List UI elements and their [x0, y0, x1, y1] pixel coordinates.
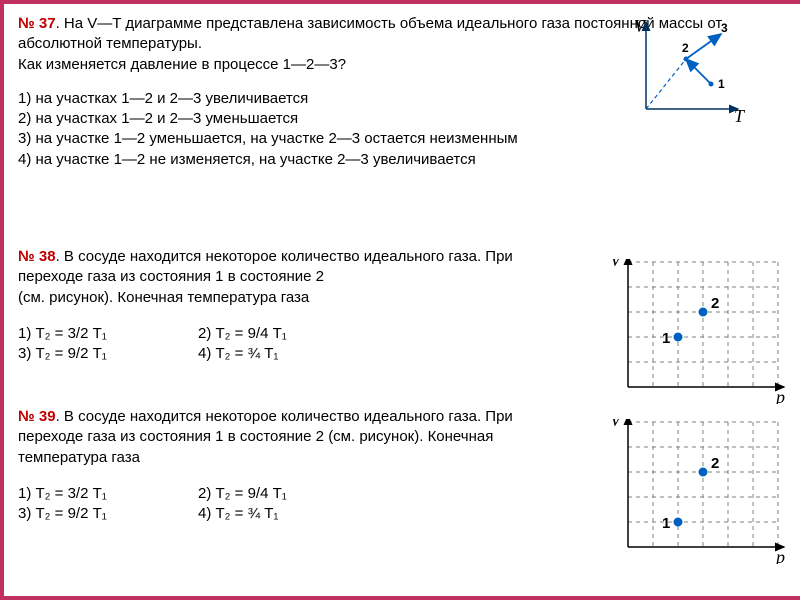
problem-39-a3: 3) Т₂ = 9/2 Т₁ — [18, 504, 198, 524]
svg-text:p: p — [774, 547, 785, 564]
line-2-3 — [686, 34, 721, 59]
problem-38-text2: (см. рисунок). Конечная температура газа — [18, 289, 309, 306]
svg-text:1: 1 — [662, 515, 670, 532]
svg-text:1: 1 — [662, 330, 670, 347]
svg-text:p: p — [774, 387, 785, 404]
svg-text:2: 2 — [711, 295, 719, 312]
problem-39-text: № 39. В сосуде находится некоторое колич… — [18, 407, 568, 468]
point-2 — [684, 57, 689, 62]
problem-37-opt3: 3) на участке 1—2 уменьшается, на участк… — [18, 129, 786, 149]
problem-39-text1: . В сосуде находится некоторое количеств… — [18, 408, 513, 466]
problem-38-text: № 38. В сосуде находится некоторое колич… — [18, 247, 578, 308]
label-1: 1 — [718, 77, 725, 91]
problem-39-a2: 2) Т₂ = 9/4 Т₁ — [198, 484, 378, 504]
problem-37: № 37. На V—T диаграмме представлена зави… — [18, 14, 786, 239]
axis-x-label: T — [734, 106, 746, 124]
problem-38-a3: 3) Т₂ = 9/2 Т₁ — [18, 344, 198, 364]
vp-diagram-39: Vp 1 2 — [600, 419, 790, 564]
vp-diagram-38: Vp 1 2 — [600, 259, 790, 404]
problem-37-num: № 37 — [18, 15, 56, 32]
point-1 — [709, 82, 714, 87]
svg-text:2: 2 — [711, 455, 719, 472]
problem-38-a4: 4) Т₂ = ¾ Т₁ — [198, 344, 378, 364]
problem-38-a2: 2) Т₂ = 9/4 Т₁ — [198, 324, 378, 344]
problem-39-a1: 1) Т₂ = 3/2 Т₁ — [18, 484, 198, 504]
problem-38-text1: . В сосуде находится некоторое количеств… — [18, 248, 513, 285]
page: № 37. На V—T диаграмме представлена зави… — [0, 0, 800, 600]
problem-37-text2: Как изменяется давление в процессе 1—2—3… — [18, 56, 346, 73]
vt-diagram: V T 1 2 3 — [626, 14, 746, 124]
line-1-2 — [686, 59, 711, 84]
problem-39-a4: 4) Т₂ = ¾ Т₁ — [198, 504, 378, 524]
problem-38-num: № 38 — [18, 248, 56, 265]
svg-text:V: V — [610, 259, 623, 270]
axis-y-label: V — [634, 16, 647, 36]
problem-37-opt4: 4) на участке 1—2 не изменяется, на учас… — [18, 150, 786, 170]
svg-text:V: V — [610, 419, 623, 430]
problem-37-text1: . На V—T диаграмме представлена зависимо… — [18, 15, 722, 52]
problem-38-a1: 1) Т₂ = 3/2 Т₁ — [18, 324, 198, 344]
problem-39-num: № 39 — [18, 408, 56, 425]
label-2: 2 — [682, 41, 689, 55]
label-3: 3 — [721, 21, 728, 35]
dashed-line — [646, 59, 686, 109]
